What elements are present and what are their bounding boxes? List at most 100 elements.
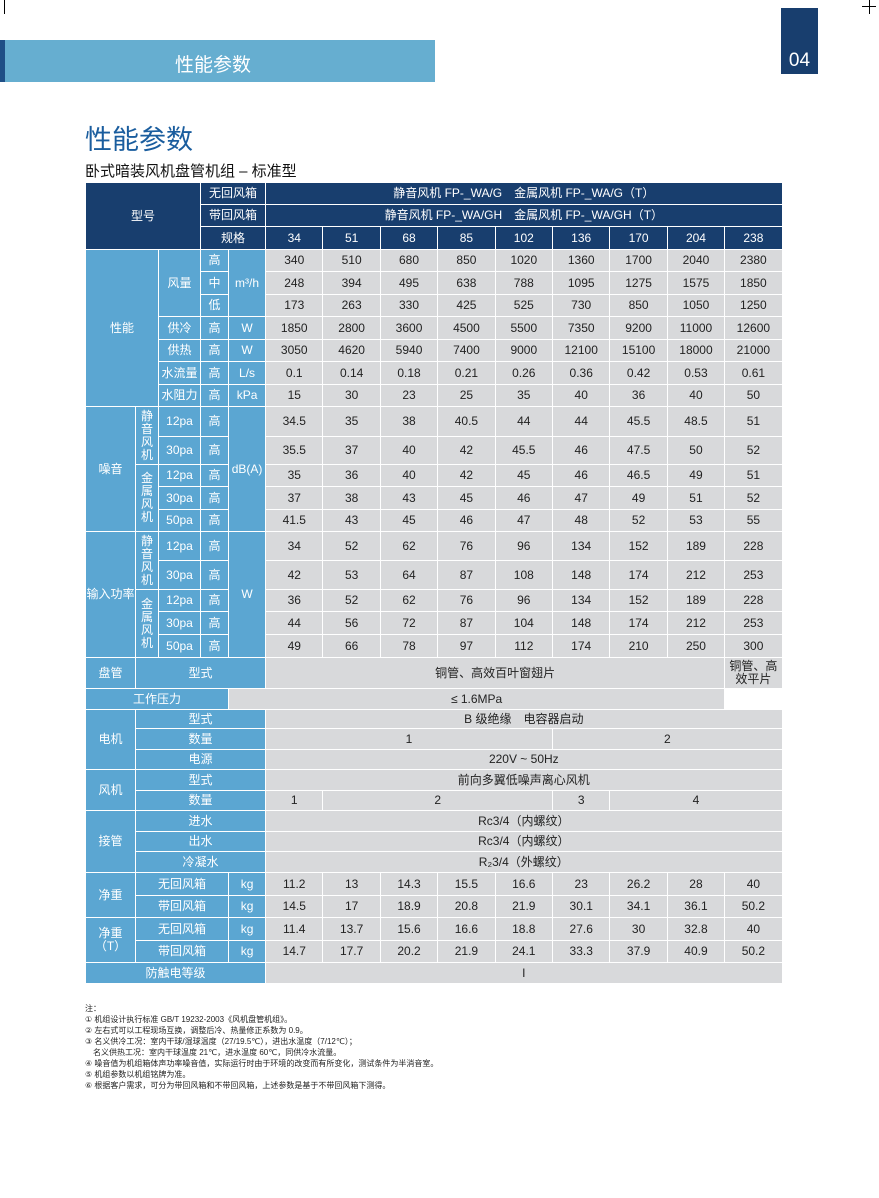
table-row: 接管 进水 Rc3/4（内螺纹） [85, 810, 783, 873]
table-value: 1 [265, 728, 553, 750]
table-value: 44 [551, 406, 611, 437]
table-value: 7350 [551, 316, 611, 340]
table-label: 12pa [157, 589, 202, 612]
crop-mark [869, 0, 870, 14]
table-label: 高 [200, 589, 230, 612]
table-value: 48.5 [666, 406, 726, 437]
table-value: 50 [666, 436, 726, 465]
table-value: 47 [551, 486, 611, 510]
table-value: 49 [265, 634, 324, 658]
table-row: 净重 无回风箱 kg 11.2 13 14.3 15.5 16.6 23 26.2 28 40 [85, 872, 783, 918]
subtitle: 卧式暗装风机盘管机组 – 标准型 [85, 163, 297, 180]
table-label: 供热 [157, 339, 202, 362]
table-label: 高 [200, 316, 230, 340]
table-value: 35 [322, 406, 381, 437]
table-row: 30pa 高 35.5 37 40 42 45.5 46 47.5 50 52 [86, 436, 783, 465]
table-value: 30.1 [551, 895, 611, 918]
table-value: 72 [379, 611, 439, 635]
table-value: 16.6 [494, 872, 554, 896]
table-label: 供冷 [157, 316, 202, 340]
table-value: 248 [265, 271, 324, 295]
table-value: 174 [609, 611, 668, 635]
table-label: 30pa [157, 486, 202, 510]
table-label: 高 [200, 509, 230, 532]
table-value: 40.5 [437, 406, 496, 437]
table-row: 供冷高 W 1850 2800 3600 4500 5500 7350 9200 11000 126… [86, 316, 783, 340]
table-value: 46 [551, 464, 611, 487]
table-value: 36 [609, 384, 668, 407]
table-value: 64 [379, 560, 439, 590]
table-value: 46 [494, 486, 554, 510]
table-label: 型式 [134, 709, 267, 729]
table-value: 228 [724, 589, 783, 612]
table-row: 金属风机 12pa 高 35 36 40 42 45 46 46.5 49 51 [86, 464, 783, 532]
table-row: 盘管 型式 铜管、高效百叶窗翅片 铜管、高效平片 [85, 657, 783, 689]
table-value: 1700 [609, 249, 668, 272]
table-value: 33.3 [551, 940, 611, 963]
table-row: 工作压力 ≤ 1.6MPa [84, 688, 783, 710]
table-value: 49 [666, 464, 726, 487]
table-value: 12600 [724, 316, 783, 340]
table-value: 87 [437, 560, 496, 590]
note-line: 名义供热工况：室内干球温度 21℃，进水温度 60℃，同供冷水流量。 [85, 1048, 342, 1057]
table-value: 42 [437, 436, 496, 465]
table-value: 189 [666, 531, 726, 561]
table-value: 152 [609, 589, 668, 612]
table-value: 134 [551, 589, 611, 612]
table-label: m³/h [228, 249, 267, 317]
notes: 注： ① 机组设计执行标准 GB/T 19232-2003《风机盘管机组》。 ② 左… [85, 1003, 438, 1091]
table-label: 型式 [134, 657, 267, 689]
table-row: 中 248 394 495 638 788 1095 1275 1575 1850 [86, 271, 783, 295]
table-value: 21000 [724, 339, 783, 362]
table-value: 17.7 [322, 940, 381, 963]
table-label: 无回风箱 [134, 917, 230, 941]
table-value: 76 [437, 589, 496, 612]
table-value: Rc3/4（内螺纹） [265, 831, 783, 852]
table-value: 21.9 [437, 940, 496, 963]
table-label: 高 [200, 560, 230, 590]
table-label: 型式 [134, 769, 267, 791]
table-row: 数量 1 2 3 4 [86, 790, 783, 811]
table-value: 36 [265, 589, 324, 612]
table-value: 0.21 [437, 361, 496, 385]
table-label: 高 [200, 436, 230, 465]
table-value: 2 [322, 790, 553, 811]
table-value: 0.18 [379, 361, 439, 385]
table-value: 850 [437, 249, 496, 272]
table-value: 45.5 [494, 436, 554, 465]
table-row: 电源 220V ~ 50Hz [86, 749, 783, 770]
table-row: 带回风箱 静音风机 FP-_WA/GH 金属风机 FP-_WA/GH（T） [86, 204, 783, 227]
table-value: 45 [379, 509, 439, 532]
table-label: 带回风箱 [200, 204, 267, 227]
table-value: 300 [724, 634, 783, 658]
table-value: 42 [437, 464, 496, 487]
table-value: 46 [437, 509, 496, 532]
table-value: 11.4 [265, 917, 324, 941]
table-label: 输入功率 [85, 531, 136, 658]
table-value: B 级绝缘 电容器启动 [265, 709, 783, 729]
table-label: 高 [200, 384, 230, 407]
table-value: 112 [494, 634, 554, 658]
crop-mark [4, 0, 5, 14]
table-value: 18.9 [379, 895, 439, 918]
table-label: 高 [200, 339, 230, 362]
table-value: 1 [265, 790, 324, 811]
table-label: 性能 [85, 249, 159, 407]
table-value: ≤ 1.6MPa [228, 688, 726, 710]
table-label: kg [228, 872, 267, 896]
table-value: 104 [494, 611, 554, 635]
table-label: 净重 [85, 872, 136, 918]
note-line: ② 左右式可以工程现场互换，调整后冷、热量修正系数为 0.9。 [85, 1026, 308, 1035]
table-label: 风量 [157, 249, 202, 317]
section-bar: 性能参数 [0, 40, 435, 82]
table-value: 37 [265, 486, 324, 510]
table-value: 174 [609, 560, 668, 590]
table-value: 189 [666, 589, 726, 612]
note-line: ④ 噪音值为机组箱体声功率噪音值，实际运行时由于环境的改变而有所变化，测试条件为… [85, 1059, 439, 1068]
table-value: 37.9 [609, 940, 668, 963]
table-row: 型号 无回风箱 静音风机 FP-_WA/G 金属风机 FP-_WA/G（T） [84, 182, 783, 250]
table-value: 3050 [265, 339, 324, 362]
table-value: 35.5 [265, 436, 324, 465]
table-label: 85 [437, 226, 496, 250]
